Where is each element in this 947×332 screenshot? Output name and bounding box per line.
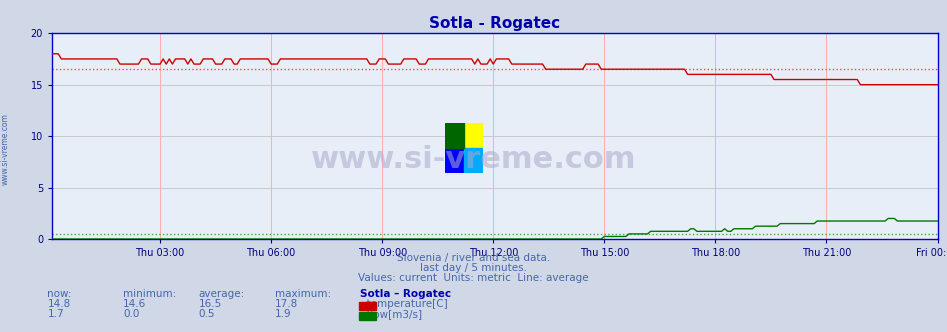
Text: 17.8: 17.8 [275, 299, 298, 309]
Bar [464, 148, 483, 173]
Text: Values: current  Units: metric  Line: average: Values: current Units: metric Line: aver… [358, 273, 589, 283]
Bar [464, 123, 483, 148]
Text: 0.5: 0.5 [199, 309, 215, 319]
Text: 1.9: 1.9 [275, 309, 292, 319]
Text: Slovenia / river and sea data.: Slovenia / river and sea data. [397, 253, 550, 263]
Text: last day / 5 minutes.: last day / 5 minutes. [420, 263, 527, 273]
Text: 14.8: 14.8 [47, 299, 71, 309]
Text: 14.6: 14.6 [123, 299, 147, 309]
Text: www.si-vreme.com: www.si-vreme.com [0, 114, 9, 185]
Polygon shape [445, 123, 464, 148]
Text: minimum:: minimum: [123, 289, 176, 299]
Text: 0.0: 0.0 [123, 309, 139, 319]
Text: maximum:: maximum: [275, 289, 331, 299]
Text: 1.7: 1.7 [47, 309, 64, 319]
Text: now:: now: [47, 289, 72, 299]
Text: flow[m3/s]: flow[m3/s] [360, 309, 422, 319]
Text: 16.5: 16.5 [199, 299, 223, 309]
Text: average:: average: [199, 289, 245, 299]
Text: Sotla – Rogatec: Sotla – Rogatec [360, 289, 451, 299]
Text: temperature[C]: temperature[C] [360, 299, 448, 309]
Title: Sotla - Rogatec: Sotla - Rogatec [429, 16, 561, 31]
Bar [445, 148, 464, 173]
Text: www.si-vreme.com: www.si-vreme.com [311, 145, 636, 174]
